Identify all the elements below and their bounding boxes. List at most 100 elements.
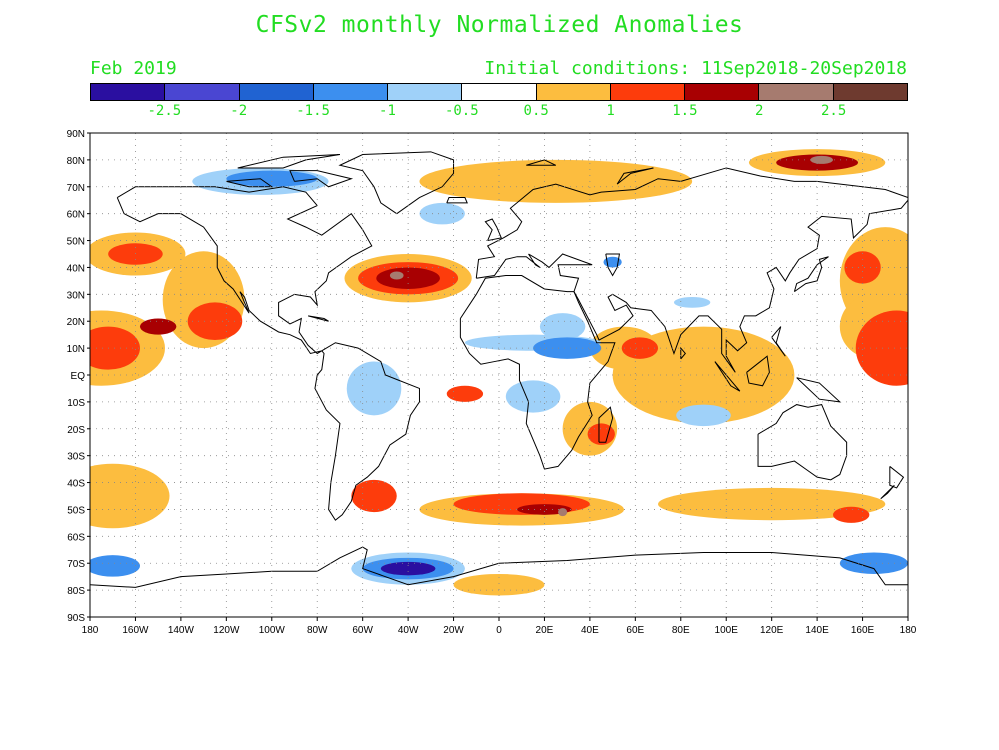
colorbar-tick-label: 2	[755, 103, 764, 119]
coastline	[338, 151, 455, 215]
longitude-tick-label: 20W	[443, 625, 464, 636]
coastline	[771, 326, 786, 357]
latitude-tick-label: 80N	[67, 156, 85, 167]
anomaly-region	[673, 297, 711, 308]
longitude-tick-label: 120W	[213, 625, 240, 636]
anomaly-region	[226, 170, 318, 187]
colorbar-segment	[462, 84, 537, 100]
colorbar-labels: -2.5 -2 -1.5 -1 -0.5 0.5 1 1.5 2 2.5	[90, 103, 908, 121]
colorbar-tick-label: 1.5	[672, 103, 698, 119]
coastline	[714, 361, 741, 392]
colorbar-segment	[313, 84, 389, 100]
coastline	[526, 159, 557, 166]
anomaly-shading	[90, 149, 908, 596]
anomaly-region	[558, 508, 568, 517]
latitude-tick-label: 40S	[67, 479, 85, 490]
coastline	[459, 275, 616, 470]
anomaly-region	[90, 555, 140, 577]
anomaly-region	[833, 506, 870, 523]
latitude-tick-label: 30N	[67, 290, 85, 301]
latitude-tick-label: 90N	[67, 129, 85, 140]
colorbar-tick-label: -1	[379, 103, 396, 119]
anomaly-region	[90, 463, 170, 529]
anomaly-region	[505, 380, 561, 413]
colorbar-segment	[91, 84, 166, 100]
initial-conditions: Initial conditions: 11Sep2018-20Sep2018	[484, 58, 907, 79]
latitude-tick-label: 60N	[67, 210, 85, 221]
coastline	[598, 406, 614, 443]
anomaly-region	[621, 337, 659, 359]
latitude-tick-label: 40N	[67, 263, 85, 274]
colorbar-segment	[388, 84, 463, 100]
coastlines	[90, 151, 908, 588]
coastline	[616, 167, 654, 185]
coastline	[484, 218, 502, 242]
anomaly-region	[658, 487, 886, 521]
anomaly-region	[346, 361, 402, 416]
coastline	[116, 186, 373, 355]
anomaly-region	[351, 479, 397, 513]
anomaly-region	[533, 337, 602, 359]
longitude-tick-label: 100E	[715, 625, 739, 636]
anomaly-region	[389, 271, 404, 280]
colorbar-segment	[536, 84, 611, 100]
longitude-labels: 180 160W 140W 120W 100W 80W 60W 40W 20W 0 20E 40E 60…	[82, 617, 917, 636]
longitude-tick-label: 40W	[398, 625, 419, 636]
colorbar-tick-label: 0.5	[523, 103, 549, 119]
longitude-tick-label: 80E	[672, 625, 690, 636]
anomaly-region	[453, 573, 545, 596]
anomaly-region	[419, 159, 693, 203]
latitude-tick-label: 50S	[67, 505, 85, 516]
latitude-labels: 90N 80N 70N 60N 50N 40N 30N 20N 10N EQ 10S 20S 30S 40…	[67, 129, 90, 624]
coastline	[90, 546, 908, 588]
colorbar-segment	[165, 84, 240, 100]
coastline	[237, 154, 341, 169]
latitude-tick-label: 90S	[67, 613, 85, 624]
coastline	[793, 256, 829, 293]
longitude-tick-label: 140E	[805, 625, 829, 636]
longitude-tick-label: 40E	[581, 625, 599, 636]
colorbar-segment	[685, 84, 760, 100]
longitude-tick-label: 60E	[626, 625, 644, 636]
longitude-tick-label: 0	[496, 625, 502, 636]
coastline	[446, 197, 468, 204]
anomaly-region	[855, 310, 908, 386]
coastline	[889, 466, 905, 489]
longitude-tick-label: 160W	[122, 625, 149, 636]
longitude-tick-label: 180	[82, 625, 99, 636]
coastline	[796, 377, 842, 403]
coastline	[475, 167, 908, 373]
latitude-tick-label: 70N	[67, 183, 85, 194]
anomaly-region	[676, 404, 731, 427]
coastline	[314, 342, 420, 521]
anomaly-region	[139, 318, 177, 335]
colorbar	[90, 83, 908, 101]
colorbar-segment	[239, 84, 314, 100]
longitude-tick-label: 20E	[536, 625, 554, 636]
colorbar-tick-label: -1.5	[296, 103, 330, 119]
anomaly-region	[446, 385, 484, 402]
latitude-tick-label: 10N	[67, 344, 85, 355]
latitude-tick-label: 60S	[67, 532, 85, 543]
colorbar-segment	[759, 84, 834, 100]
anomaly-region	[376, 267, 440, 289]
coastline	[746, 355, 770, 387]
latitude-tick-label: 20S	[67, 425, 85, 436]
longitude-tick-label: 100W	[259, 625, 286, 636]
colorbar-segment	[833, 84, 907, 100]
anomaly-region	[612, 326, 795, 424]
longitude-tick-label: 80W	[307, 625, 328, 636]
anomaly-region	[587, 423, 615, 445]
coastline	[605, 253, 621, 277]
anomaly-region	[539, 313, 586, 341]
colorbar-tick-label: -2.5	[147, 103, 182, 119]
longitude-tick-label: 140W	[168, 625, 195, 636]
latitude-tick-label: 20N	[67, 317, 85, 328]
longitude-tick-label: 60W	[352, 625, 373, 636]
anomaly-region	[419, 202, 465, 225]
latitude-tick-label: 30S	[67, 452, 85, 463]
anomaly-region	[839, 552, 908, 574]
anomaly-region	[810, 155, 834, 164]
colorbar-tick-label: 1	[606, 103, 615, 119]
